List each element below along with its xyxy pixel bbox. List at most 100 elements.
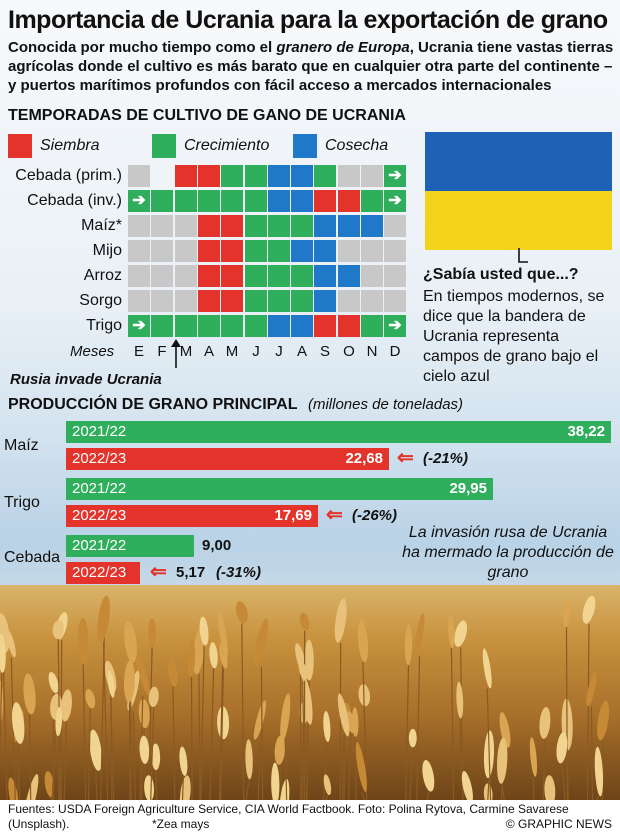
wheat-ear — [404, 624, 413, 666]
calendar-cell — [128, 165, 150, 187]
wheat-ear — [586, 672, 597, 707]
wheat-ear — [499, 711, 511, 748]
calendar-cell — [151, 290, 173, 312]
calendar-cell — [338, 240, 360, 262]
calendar-cell — [268, 215, 290, 237]
calendar-cell — [338, 265, 360, 287]
bar-value-label: 9,00 — [202, 537, 232, 554]
crop-label: Arroz — [83, 267, 122, 284]
calendar-cell — [175, 265, 197, 287]
wheat-ear — [217, 609, 228, 658]
month-label: D — [389, 343, 401, 360]
wheat-ear — [594, 746, 604, 797]
flag-yellow-band — [425, 191, 612, 250]
legend-swatch — [8, 134, 32, 158]
wheat-ear — [556, 732, 568, 764]
wheat-ear — [179, 775, 191, 800]
crop-category-label: Maíz — [4, 437, 39, 454]
month-label: J — [252, 343, 260, 360]
calendar-cell — [151, 165, 173, 187]
wheat-stalk — [17, 744, 21, 800]
calendar-cell — [361, 290, 383, 312]
wheat-stalk — [325, 795, 328, 800]
wheat-ear — [408, 728, 417, 748]
wheat-stalk — [147, 647, 153, 800]
flag-note-text: En tiempos modernos, se dice que la band… — [423, 288, 605, 385]
wheat-stalk — [95, 771, 98, 800]
calendar-cell — [198, 215, 220, 237]
wheat-ear — [187, 641, 196, 677]
wheat-stalk — [596, 796, 600, 800]
invasion-marker-arrow — [171, 339, 181, 368]
calendar-cell — [268, 240, 290, 262]
calendar-cell — [175, 215, 197, 237]
wheat-stalk — [416, 656, 421, 800]
wheat-stalk — [565, 627, 568, 800]
wheat-ear — [245, 739, 253, 780]
page-title: Importancia de Ucrania para la exportaci… — [8, 6, 608, 34]
production-bar: 2021/22 — [66, 535, 194, 557]
continuation-arrow: ➔ — [384, 190, 406, 212]
wheat-stalk — [542, 738, 546, 800]
calendar-cell — [221, 240, 243, 262]
calendar-cell — [291, 265, 313, 287]
wheat-ear — [298, 659, 308, 681]
bar-year-label: 2022/23 — [72, 507, 127, 524]
wheat-stalk — [87, 708, 91, 800]
wheat-ear — [124, 620, 137, 663]
month-label: M — [225, 343, 239, 360]
calendar-cell — [245, 165, 267, 187]
wheat-stalk — [561, 763, 566, 800]
wheat-ear — [323, 774, 332, 796]
bar-year-label: 2021/22 — [72, 537, 127, 554]
legend-label: Crecimiento — [184, 137, 270, 154]
wheat-ear — [482, 648, 492, 689]
wheat-ear — [496, 737, 508, 784]
calendar-cell — [384, 215, 406, 237]
wheat-ear — [97, 595, 110, 642]
wheat-stalk — [487, 778, 490, 800]
wheat-stalk — [426, 791, 429, 800]
footer-credit: © GRAPHIC NEWS — [505, 817, 612, 831]
change-label: (-21%) — [423, 450, 469, 467]
decrease-arrow: ⇐ — [326, 504, 343, 526]
bar-year-label: 2022/23 — [72, 564, 127, 581]
wheat-ear — [217, 706, 230, 740]
production-bar: 2022/23 17,69 — [66, 505, 318, 527]
wheat-ear — [23, 673, 36, 715]
calendar-cell — [361, 190, 383, 212]
calendar-cell — [361, 240, 383, 262]
wheat-ear — [0, 613, 10, 653]
calendar-cell — [314, 240, 336, 262]
wheat-stalk — [590, 706, 594, 800]
production-note: La invasión rusa de Ucrania ha mermado l… — [402, 524, 614, 581]
calendar-cell — [221, 190, 243, 212]
month-label: S — [319, 343, 330, 360]
calendar-cell — [291, 315, 313, 337]
wheat-stalk — [405, 665, 410, 800]
month-label: N — [366, 343, 378, 360]
wheat-ear — [138, 698, 150, 729]
wheat-ear — [448, 614, 455, 649]
wheat-ear — [274, 735, 286, 765]
calendar-cell — [291, 240, 313, 262]
calendar-cell — [291, 215, 313, 237]
wheat-ear — [8, 777, 19, 800]
wheat-ear — [539, 707, 551, 739]
calendar-cell — [338, 190, 360, 212]
calendar-cell — [175, 240, 197, 262]
wheat-ear — [582, 595, 596, 624]
calendar-cell — [314, 165, 336, 187]
calendar-cell — [245, 190, 267, 212]
calendar-cell — [245, 215, 267, 237]
wheat-stalk — [172, 686, 176, 800]
wheat-ear — [209, 642, 218, 669]
calendar-cell — [198, 315, 220, 337]
calendar-cell — [245, 265, 267, 287]
wheat-ear — [304, 639, 314, 681]
wheat-field-photo — [0, 585, 620, 800]
calendar-cell — [245, 290, 267, 312]
calendar-cell — [151, 240, 173, 262]
wheat-stalk — [354, 736, 357, 800]
wheat-ear — [235, 601, 248, 624]
